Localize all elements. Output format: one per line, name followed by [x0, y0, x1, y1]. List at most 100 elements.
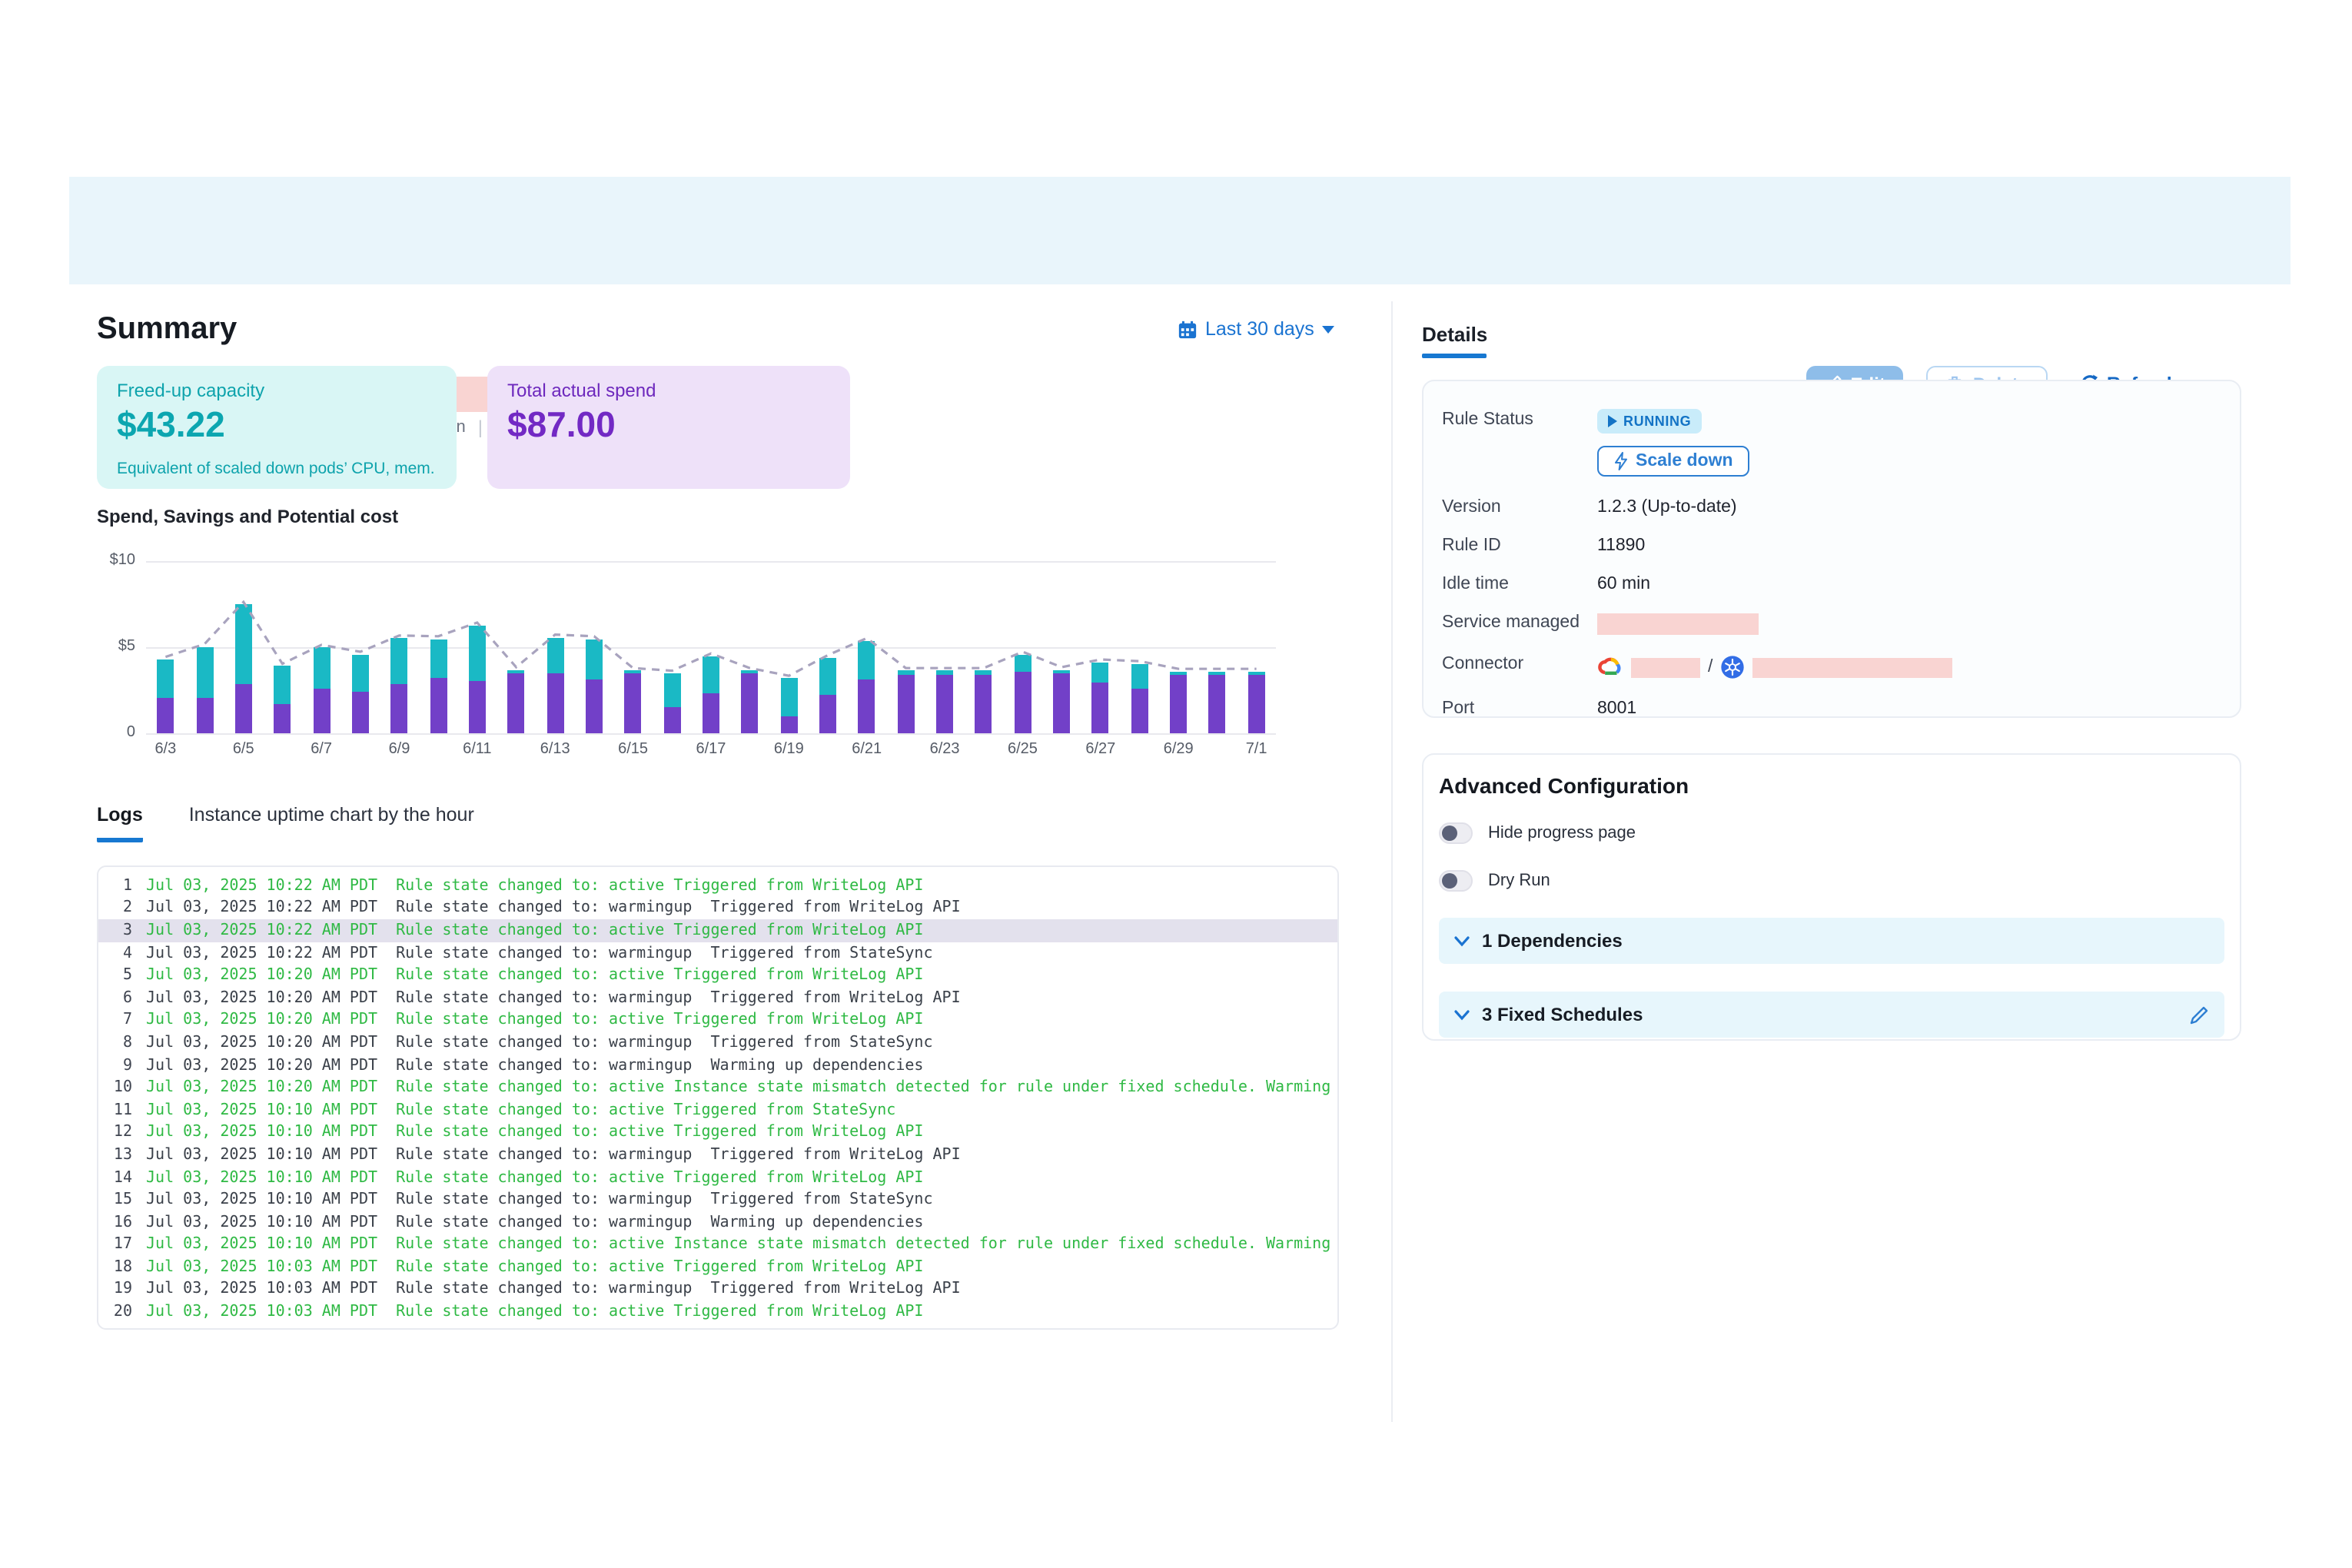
spend-segment — [1247, 675, 1265, 733]
log-message: Jul 03, 2025 10:20 AM PDT Rule state cha… — [146, 989, 961, 1007]
chart-bar-6/11[interactable] — [468, 625, 486, 733]
dry-run-toggle[interactable] — [1439, 870, 1473, 892]
log-row[interactable]: 14 Jul 03, 2025 10:10 AM PDT Rule state c… — [98, 1166, 1337, 1188]
stat-label: Total actual spend — [507, 380, 656, 401]
chart-bar-6/22[interactable] — [897, 670, 915, 733]
spend-segment — [975, 675, 992, 733]
log-row[interactable]: 15 Jul 03, 2025 10:10 AM PDT Rule state c… — [98, 1189, 1337, 1211]
chart-bar-6/7[interactable] — [313, 647, 331, 733]
chart-bar-6/29[interactable] — [1170, 671, 1188, 733]
chart-bar-6/26[interactable] — [1053, 669, 1071, 733]
chart-bar-6/20[interactable] — [819, 657, 837, 733]
x-axis-tick: 6/21 — [852, 741, 882, 758]
chart-bar-6/19[interactable] — [780, 678, 798, 733]
x-axis-tick — [185, 741, 224, 758]
chart-bar-6/4[interactable] — [196, 646, 214, 733]
chart-bar-6/24[interactable] — [975, 670, 992, 733]
bar-slot — [886, 541, 925, 733]
log-message: Jul 03, 2025 10:10 AM PDT Rule state cha… — [146, 1236, 1339, 1254]
fixed-schedules-section[interactable]: 3 Fixed Schedules — [1439, 992, 2224, 1038]
toggle-knob — [1442, 826, 1457, 841]
log-row[interactable]: 7 Jul 03, 2025 10:20 AM PDT Rule state ch… — [98, 1009, 1337, 1031]
port-row: Port 8001 — [1442, 696, 2221, 718]
log-row[interactable]: 8 Jul 03, 2025 10:20 AM PDT Rule state ch… — [98, 1031, 1337, 1054]
version-value: 1.2.3 (Up-to-date) — [1597, 498, 1737, 517]
log-row[interactable]: 10 Jul 03, 2025 10:20 AM PDT Rule state c… — [98, 1077, 1337, 1099]
chart-bar-6/30[interactable] — [1208, 671, 1226, 733]
chart-bar-6/6[interactable] — [274, 666, 291, 733]
bar-slot — [1003, 541, 1042, 733]
spend-segment — [196, 697, 214, 733]
chart-bar-6/10[interactable] — [430, 639, 447, 733]
dependencies-section[interactable]: 1 Dependencies — [1439, 918, 2224, 964]
tab-instance-uptime[interactable]: Instance uptime chart by the hour — [188, 804, 474, 826]
gcp-cloud-icon — [1598, 657, 1621, 676]
chart-bar-7/1[interactable] — [1247, 671, 1265, 733]
spend-segment — [157, 697, 174, 733]
log-row[interactable]: 4 Jul 03, 2025 10:22 AM PDT Rule state ch… — [98, 942, 1337, 965]
date-range-picker[interactable]: Last 30 days — [1178, 318, 1334, 340]
x-axis-tick: 6/25 — [1008, 741, 1038, 758]
chart-bar-6/15[interactable] — [624, 670, 642, 733]
log-row[interactable]: 12 Jul 03, 2025 10:10 AM PDT Rule state c… — [98, 1121, 1337, 1144]
log-row[interactable]: 13 Jul 03, 2025 10:10 AM PDT Rule state c… — [98, 1144, 1337, 1166]
spend-savings-chart: $10 $5 0 — [110, 541, 1276, 741]
log-row[interactable]: 1 Jul 03, 2025 10:22 AM PDT Rule state ch… — [98, 875, 1337, 897]
savings-segment — [1131, 663, 1148, 689]
y-axis-tick: $5 — [118, 638, 135, 656]
chevron-down-icon — [1454, 1009, 1470, 1020]
edit-pencil-icon[interactable] — [2189, 1005, 2209, 1025]
details-tab-underline — [1422, 354, 1487, 358]
log-row[interactable]: 16 Jul 03, 2025 10:10 AM PDT Rule state c… — [98, 1211, 1337, 1234]
chart-bar-6/25[interactable] — [1014, 654, 1031, 733]
bar-slot — [380, 541, 419, 733]
kubernetes-icon — [1721, 656, 1745, 679]
tab-details[interactable]: Details — [1422, 323, 1488, 346]
chart-bar-6/28[interactable] — [1131, 663, 1148, 733]
hide-progress-toggle[interactable] — [1439, 822, 1473, 844]
log-row[interactable]: 18 Jul 03, 2025 10:03 AM PDT Rule state c… — [98, 1256, 1337, 1278]
advanced-configuration-card: Advanced Configuration Hide progress pag… — [1422, 753, 2241, 1041]
bar-slot — [341, 541, 380, 733]
logs-panel[interactable]: 1 Jul 03, 2025 10:22 AM PDT Rule state ch… — [97, 865, 1339, 1330]
log-row[interactable]: 3 Jul 03, 2025 10:22 AM PDT Rule state ch… — [98, 919, 1337, 942]
savings-segment — [585, 639, 603, 680]
log-row[interactable]: 9 Jul 03, 2025 10:20 AM PDT Rule state ch… — [98, 1055, 1337, 1077]
log-message: Jul 03, 2025 10:20 AM PDT Rule state cha… — [146, 967, 924, 985]
log-row[interactable]: 2 Jul 03, 2025 10:22 AM PDT Rule state ch… — [98, 897, 1337, 919]
x-axis-tick — [964, 741, 1003, 758]
log-row[interactable]: 5 Jul 03, 2025 10:20 AM PDT Rule state ch… — [98, 965, 1337, 987]
rule-id-row: Rule ID 11890 — [1442, 533, 2221, 555]
spend-segment — [1091, 682, 1109, 733]
chart-bar-6/16[interactable] — [663, 673, 681, 733]
chart-bar-6/3[interactable] — [157, 659, 174, 733]
log-row[interactable]: 6 Jul 03, 2025 10:20 AM PDT Rule state ch… — [98, 987, 1337, 1009]
chart-bar-6/13[interactable] — [546, 637, 564, 733]
chart-bar-6/8[interactable] — [351, 654, 369, 733]
chart-bar-6/18[interactable] — [741, 670, 759, 733]
log-row[interactable]: 20 Jul 03, 2025 10:03 AM PDT Rule state c… — [98, 1301, 1337, 1324]
chart-bar-6/5[interactable] — [234, 604, 252, 733]
scale-down-button[interactable]: Scale down — [1597, 446, 1750, 477]
chart-x-axis: 6/3 6/5 6/7 6/9 6/11 6/13 6/15 6/17 6/19 6/21 6/23… — [146, 741, 1276, 758]
summary-title: Summary — [97, 312, 238, 346]
bar-slot — [575, 541, 614, 733]
chart-bar-6/9[interactable] — [390, 638, 408, 733]
date-range-label: Last 30 days — [1205, 318, 1314, 340]
chart-bar-6/14[interactable] — [585, 639, 603, 733]
spend-segment — [1208, 675, 1226, 733]
chart-bar-6/27[interactable] — [1091, 662, 1109, 733]
freed-up-capacity-card: Freed-up capacity $43.22 Equivalent of s… — [97, 366, 457, 489]
chart-bar-6/12[interactable] — [507, 669, 525, 733]
x-axis-tick — [730, 741, 769, 758]
spend-segment — [313, 688, 331, 733]
log-line-number: 19 — [113, 1281, 132, 1298]
tab-logs[interactable]: Logs — [97, 804, 143, 842]
spend-segment — [585, 679, 603, 733]
log-row[interactable]: 17 Jul 03, 2025 10:10 AM PDT Rule state c… — [98, 1234, 1337, 1256]
chart-bar-6/21[interactable] — [858, 640, 875, 733]
chart-bar-6/17[interactable] — [702, 656, 719, 733]
log-row[interactable]: 19 Jul 03, 2025 10:03 AM PDT Rule state c… — [98, 1278, 1337, 1301]
log-row[interactable]: 11 Jul 03, 2025 10:10 AM PDT Rule state c… — [98, 1099, 1337, 1121]
chart-bar-6/23[interactable] — [936, 670, 954, 733]
